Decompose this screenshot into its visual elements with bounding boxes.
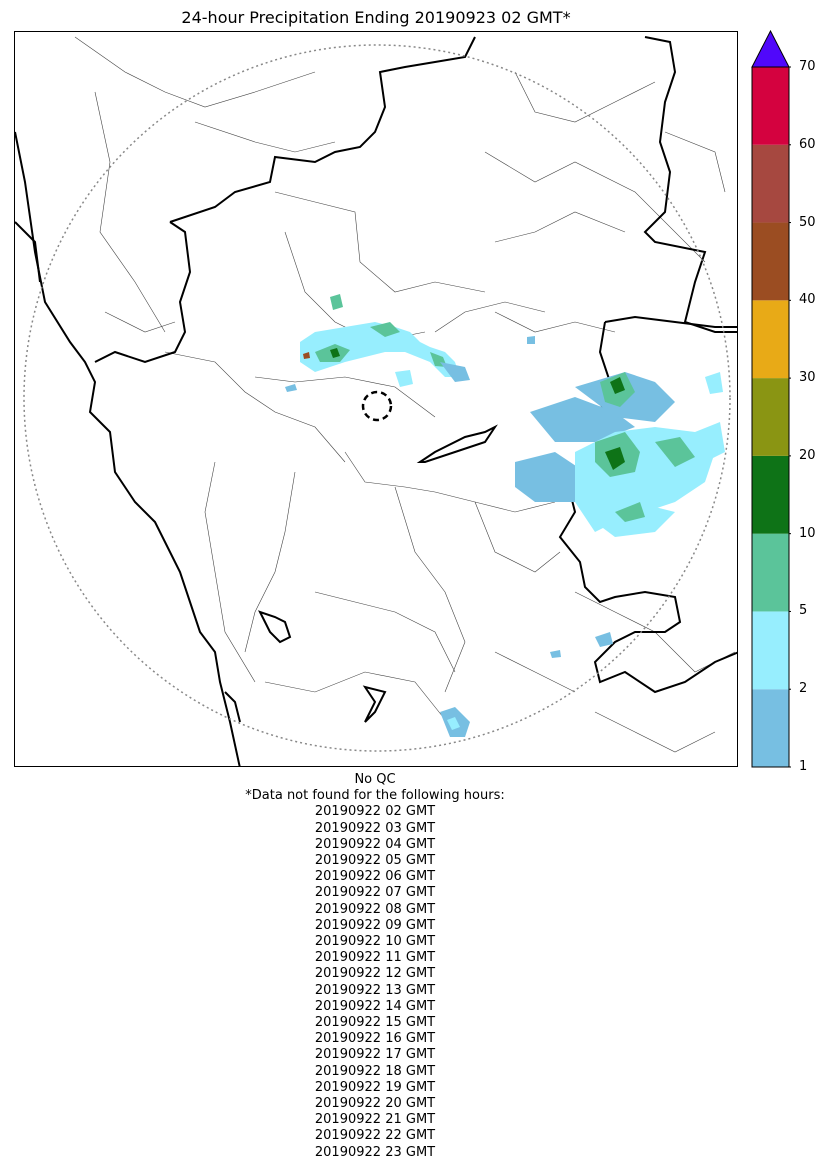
colorbar-tick-label: 60 — [799, 136, 816, 152]
colorbar-tick-label: 10 — [799, 525, 816, 541]
colorbar-segment — [752, 300, 789, 379]
missing-hour: 20190922 08 GMT — [314, 901, 436, 917]
colorbar-tick-label: 5 — [799, 603, 808, 619]
colorbar-segment — [752, 222, 789, 301]
missing-hour: 20190922 11 GMT — [314, 950, 436, 966]
colorbar-segment — [752, 144, 789, 223]
missing-hour: 20190922 07 GMT — [314, 885, 436, 901]
qc-note: No QC — [354, 772, 396, 787]
colorbar-segment — [752, 67, 789, 145]
colorbar-tick-label: 40 — [799, 292, 816, 308]
radar-site-marker — [361, 390, 393, 422]
colorbar-outline — [751, 66, 790, 768]
precipitation-areas — [285, 294, 725, 737]
missing-hour: 20190922 13 GMT — [314, 982, 436, 998]
colorbar-extend-arrow — [751, 29, 790, 68]
missing-header: *Data not found for the following hours: — [245, 788, 505, 804]
missing-hour: 20190922 02 GMT — [314, 804, 436, 820]
missing-hour: 20190922 10 GMT — [314, 934, 436, 950]
missing-hour: 20190922 05 GMT — [314, 853, 436, 869]
missing-hour: 20190922 04 GMT — [314, 836, 436, 852]
radar-range-ring — [23, 44, 731, 752]
precipitation-map[interactable] — [14, 31, 738, 767]
missing-hour: 20190922 12 GMT — [314, 966, 436, 982]
colorbar-graphic — [751, 29, 793, 768]
map-title: 24-hour Precipitation Ending 20190923 02… — [181, 8, 571, 27]
missing-hour: 20190922 14 GMT — [314, 998, 436, 1014]
colorbar-segment — [752, 378, 789, 456]
missing-hour: 20190922 15 GMT — [314, 1015, 436, 1031]
missing-hour: 20190922 09 GMT — [314, 917, 436, 933]
colorbar-segment — [752, 533, 789, 612]
colorbar-tick-label: 70 — [799, 59, 816, 74]
colorbar-tick-label: 50 — [799, 214, 816, 230]
precipitation-colorbar — [751, 29, 793, 774]
colorbar-tick-label: 2 — [799, 681, 808, 697]
missing-hours-list: 20190922 02 GMT 20190922 03 GMT 20190922 0… — [0, 804, 750, 1160]
missing-hour: 20190922 22 GMT — [314, 1128, 436, 1144]
colorbar-segment — [752, 455, 789, 534]
colorbar-tick-label: 1 — [799, 759, 808, 774]
missing-hour: 20190922 20 GMT — [314, 1096, 436, 1112]
colorbar-segment — [752, 689, 789, 767]
missing-hour: 20190922 06 GMT — [314, 869, 436, 885]
missing-hour: 20190922 23 GMT — [314, 1144, 436, 1160]
colorbar-tick-label: 30 — [799, 370, 816, 386]
missing-hour: 20190922 18 GMT — [314, 1063, 436, 1079]
missing-hour: 20190922 16 GMT — [314, 1031, 436, 1047]
missing-hour: 20190922 19 GMT — [314, 1079, 436, 1095]
colorbar-segment — [752, 611, 789, 690]
missing-hour: 20190922 21 GMT — [314, 1112, 436, 1128]
missing-hour: 20190922 03 GMT — [314, 820, 436, 836]
map-canvas — [15, 36, 737, 766]
data-notes: No QC *Data not found for the following … — [0, 772, 750, 1161]
missing-hour: 20190922 17 GMT — [314, 1047, 436, 1063]
colorbar-tick-label: 20 — [799, 447, 816, 463]
